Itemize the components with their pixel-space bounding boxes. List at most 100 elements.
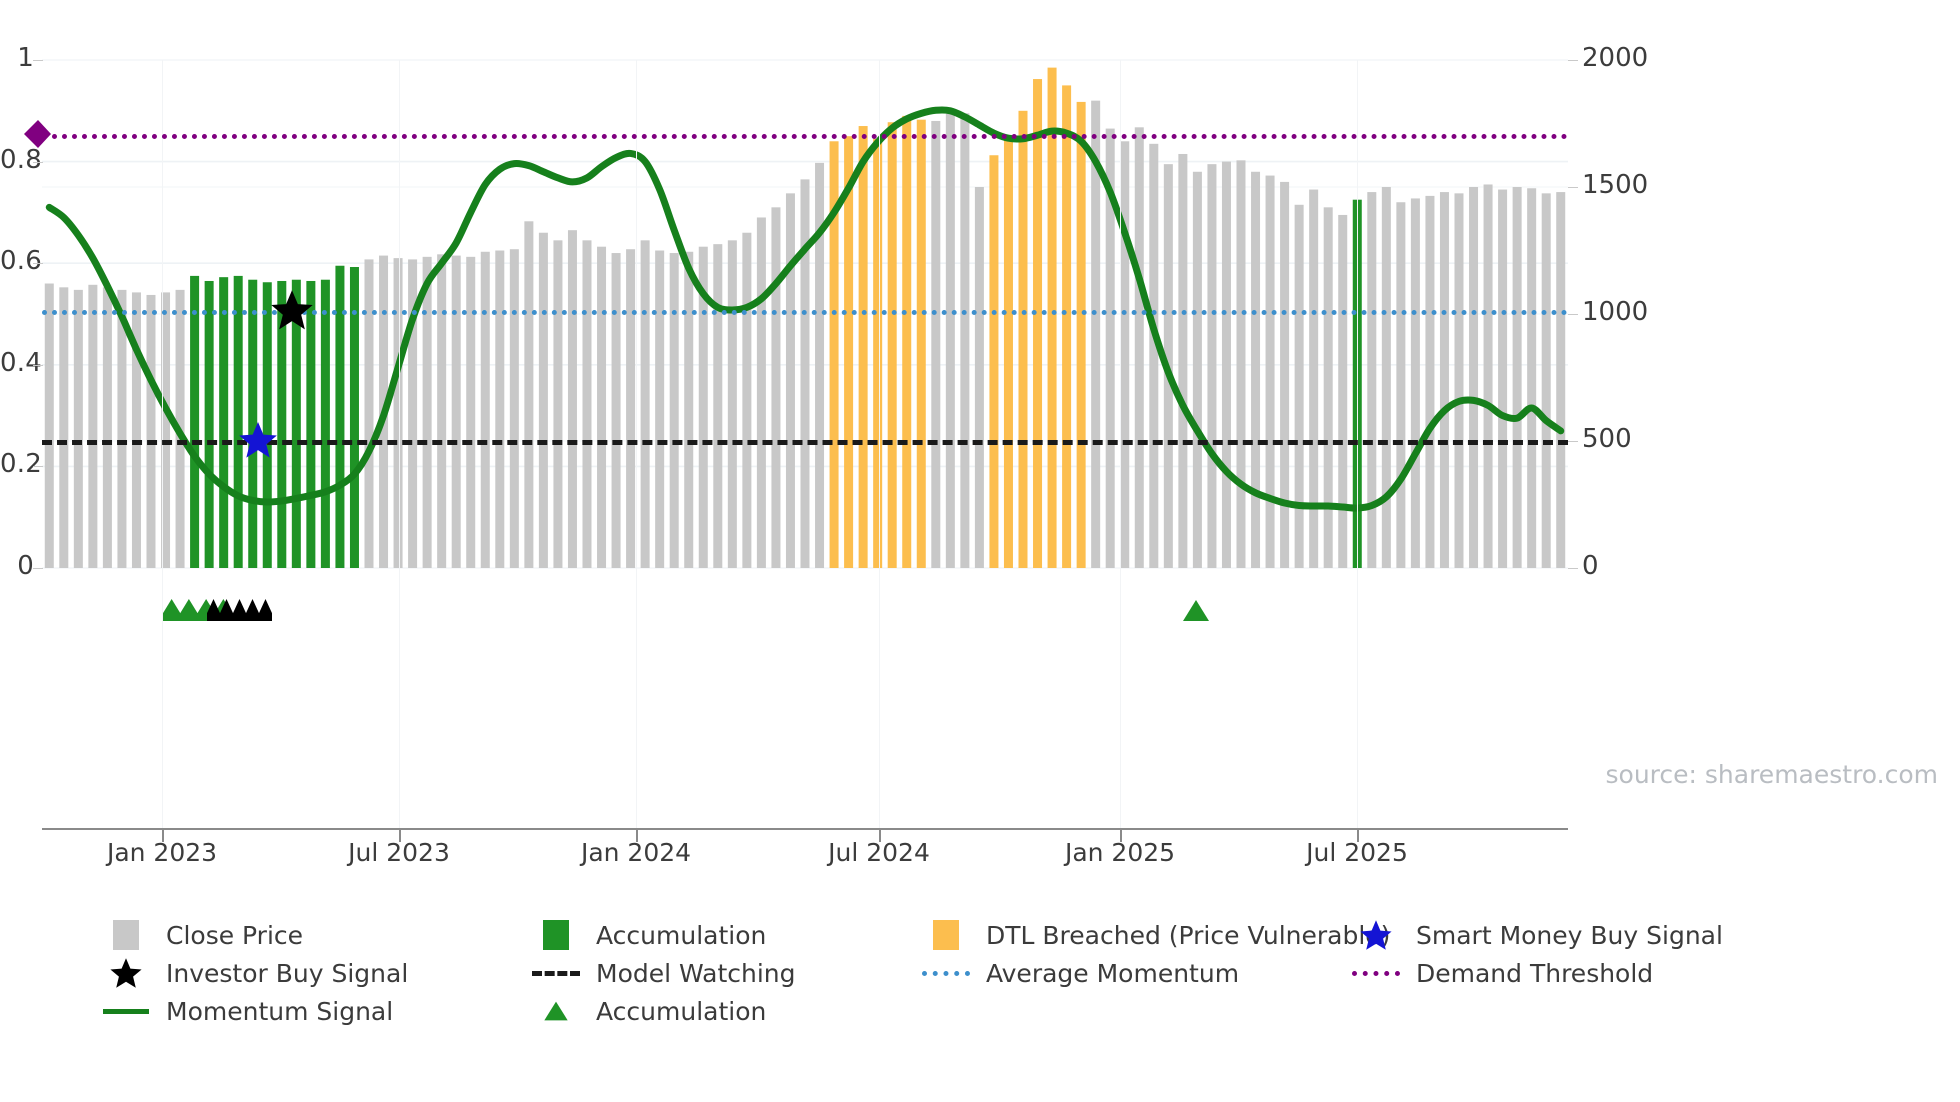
bar-gray <box>960 113 970 568</box>
close-price-swatch-icon <box>100 920 152 950</box>
x-axis-tick: Jul 2023 <box>348 838 450 867</box>
legend-label: Demand Threshold <box>1416 958 1654 988</box>
bar-gray <box>1338 214 1348 568</box>
bar-green <box>204 280 214 568</box>
x-tick-mark <box>1120 830 1122 842</box>
bar-gray <box>1265 175 1275 568</box>
legend-label: Model Watching <box>596 958 796 988</box>
x-axis-line <box>42 828 1568 830</box>
bar-green <box>349 267 359 568</box>
bar-orange <box>1047 67 1057 569</box>
legend-item-average-momentum[interactable]: Average Momentum <box>920 958 1350 988</box>
legend-item-accumulation-marker[interactable]: Accumulation <box>530 996 920 1026</box>
bar-gray <box>1207 164 1217 568</box>
legend-item-dtl-breached[interactable]: DTL Breached (Price Vulnerable) <box>920 920 1390 950</box>
bar-green <box>291 279 301 568</box>
bar-gray <box>59 287 69 568</box>
bar-gray <box>146 294 156 568</box>
legend-label: Investor Buy Signal <box>166 958 409 988</box>
bar-gray <box>553 240 563 568</box>
bar-gray <box>1294 204 1304 568</box>
bar-gray <box>626 249 636 569</box>
bar-gray <box>800 179 810 568</box>
bar-orange <box>916 119 926 568</box>
bar-gray <box>597 246 607 568</box>
bar-gray <box>1120 141 1130 568</box>
bar-gray <box>727 240 737 568</box>
legend-item-investor-buy-signal[interactable]: Investor Buy Signal <box>100 958 530 988</box>
y-axis-tick-right: 500 <box>1582 424 1632 454</box>
bar-green <box>190 275 200 568</box>
bar-green <box>233 275 243 568</box>
bar-gray <box>1280 181 1290 569</box>
smart-money-buy-signal-star-icon <box>238 420 278 464</box>
bar-gray <box>1527 188 1537 568</box>
bar-green <box>306 280 316 568</box>
accumulation-triangle-icon <box>530 996 582 1026</box>
bar-gray <box>1105 128 1115 568</box>
model-watching-line <box>42 439 1568 445</box>
plot-area <box>42 59 1568 569</box>
bar-gray <box>713 244 723 568</box>
bar-orange <box>902 115 912 568</box>
bar-gray <box>931 120 941 569</box>
dashed-line-icon <box>530 958 582 988</box>
y-tick-mark-right <box>1568 60 1578 61</box>
legend-label: Smart Money Buy Signal <box>1416 920 1723 950</box>
legend-label: Accumulation <box>596 920 767 950</box>
legend-label: DTL Breached (Price Vulnerable) <box>986 920 1391 950</box>
legend-item-momentum-signal[interactable]: Momentum Signal <box>100 996 530 1026</box>
legend-row: Close Price Accumulation DTL Breached (P… <box>100 920 1900 958</box>
bar-gray <box>582 240 592 568</box>
bar-gray <box>131 292 141 568</box>
bar-green <box>219 277 229 568</box>
bar-gray <box>495 250 505 568</box>
legend-item-smart-money-buy-signal[interactable]: Smart Money Buy Signal <box>1350 920 1780 950</box>
y-tick-mark-left <box>33 161 43 163</box>
bar-green <box>277 280 287 568</box>
bar-gray <box>742 232 752 568</box>
x-axis-tick: Jul 2024 <box>828 838 930 867</box>
bar-gray <box>1425 195 1435 568</box>
bar-orange <box>1033 79 1043 569</box>
y-tick-mark-right <box>1568 441 1578 442</box>
bar-orange <box>887 122 897 569</box>
bar-gray <box>161 292 171 568</box>
legend-item-model-watching[interactable]: Model Watching <box>530 958 920 988</box>
legend-row: Momentum Signal Accumulation <box>100 996 1900 1034</box>
bar-gray <box>684 251 694 568</box>
x-axis-tick: Jan 2023 <box>106 838 218 867</box>
bar-orange <box>1018 110 1028 569</box>
x-tick-mark <box>162 830 164 842</box>
dotted-line-icon <box>920 958 972 988</box>
legend-label: Accumulation <box>596 996 767 1026</box>
bar-gray <box>422 256 432 568</box>
y-tick-mark-right <box>1568 568 1578 569</box>
bar-gray <box>451 255 461 568</box>
legend-item-accumulation-bar[interactable]: Accumulation <box>530 920 920 950</box>
legend-item-demand-threshold[interactable]: Demand Threshold <box>1350 958 1780 988</box>
bar-gray <box>1221 161 1231 568</box>
y-tick-mark-right <box>1568 187 1578 188</box>
bar-gray <box>393 258 403 568</box>
average-momentum-line <box>42 309 1568 315</box>
bar-gray <box>771 207 781 568</box>
chart-legend: Close Price Accumulation DTL Breached (P… <box>100 920 1900 1034</box>
bar-gray <box>1556 192 1566 568</box>
bar-gray <box>1134 127 1144 568</box>
legend-item-close-price[interactable]: Close Price <box>100 920 530 950</box>
dtl-breached-swatch-icon <box>920 920 972 950</box>
bar-green <box>320 279 330 568</box>
bar-gray <box>1541 193 1551 568</box>
demand-threshold-line <box>42 133 1568 139</box>
bar-gray <box>1091 100 1101 568</box>
bar-gray <box>1236 160 1246 568</box>
bar-gray <box>974 187 984 568</box>
x-tick-mark <box>879 830 881 842</box>
legend-label: Close Price <box>166 920 304 950</box>
legend-label: Momentum Signal <box>166 996 394 1026</box>
bar-gray <box>698 246 708 568</box>
bar-gray <box>1439 192 1449 568</box>
bar-green <box>335 265 345 568</box>
